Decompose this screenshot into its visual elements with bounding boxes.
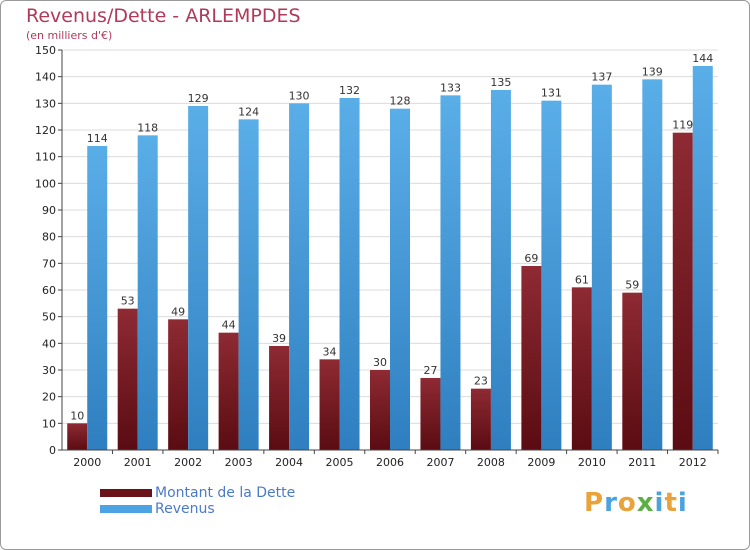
x-tick-label: 2001	[124, 456, 152, 469]
legend-swatch-revenus	[100, 505, 152, 513]
value-label-revenus: 132	[339, 84, 360, 97]
value-label-revenus: 114	[87, 132, 108, 145]
y-tick-label: 90	[42, 204, 56, 217]
bar-debt	[420, 378, 441, 450]
logo-letter: t	[664, 488, 678, 518]
logo-letter: x	[636, 488, 655, 518]
legend-label-revenus: Revenus	[155, 501, 215, 517]
legend-label-debt: Montant de la Dette	[155, 485, 296, 501]
logo-letter: i	[654, 488, 665, 518]
bar-revenus	[440, 95, 461, 450]
value-label-revenus: 129	[188, 92, 209, 105]
value-label-debt: 34	[323, 345, 337, 358]
value-label-debt: 39	[272, 332, 286, 345]
bar-revenus	[188, 106, 209, 450]
y-tick-label: 130	[35, 97, 56, 110]
bar-revenus	[591, 84, 612, 451]
x-tick-label: 2011	[628, 456, 656, 469]
bar-revenus	[390, 108, 410, 451]
bar-revenus	[87, 146, 108, 450]
value-label-debt: 23	[474, 375, 488, 388]
y-tick-label: 120	[35, 124, 56, 137]
value-label-debt: 53	[121, 295, 135, 308]
bar-debt	[470, 388, 491, 450]
bar-debt	[622, 292, 643, 450]
logo-letter: r	[604, 488, 618, 518]
value-label-revenus: 118	[137, 121, 158, 134]
value-label-revenus: 133	[440, 81, 461, 94]
x-tick-label: 2008	[477, 456, 505, 469]
bar-debt	[672, 132, 693, 450]
value-label-debt: 61	[575, 273, 589, 286]
bar-debt	[218, 332, 239, 450]
logo-letter: P	[584, 488, 605, 518]
bar-debt	[370, 370, 390, 450]
bar-revenus	[541, 100, 562, 451]
logo-letter: o	[617, 488, 637, 518]
y-tick-label: 70	[42, 257, 56, 270]
proxiti-logo: Proxiti	[584, 488, 688, 518]
x-tick-label: 2005	[326, 456, 354, 469]
value-label-revenus: 131	[541, 87, 562, 100]
legend-swatch-debt	[100, 489, 152, 497]
value-label-debt: 119	[672, 119, 693, 132]
value-label-revenus: 128	[390, 95, 411, 108]
x-tick-label: 2007	[426, 456, 454, 469]
bar-revenus	[137, 135, 158, 451]
value-label-debt: 44	[222, 319, 236, 332]
x-tick-label: 2010	[578, 456, 606, 469]
y-tick-label: 60	[42, 284, 56, 297]
value-label-debt: 49	[171, 305, 185, 318]
x-tick-label: 2006	[376, 456, 404, 469]
bar-revenus	[490, 90, 511, 450]
y-tick-label: 20	[42, 391, 56, 404]
value-label-debt: 59	[625, 279, 639, 292]
bar-debt	[168, 319, 189, 450]
bar-debt	[67, 423, 88, 450]
y-tick-label: 50	[42, 311, 56, 324]
x-tick-label: 2009	[527, 456, 555, 469]
y-tick-label: 80	[42, 231, 56, 244]
bar-revenus	[289, 103, 310, 450]
bar-debt	[571, 287, 592, 450]
y-tick-label: 100	[35, 177, 56, 190]
bar-debt	[269, 346, 290, 450]
bar-debt	[521, 266, 542, 450]
value-label-debt: 27	[423, 364, 437, 377]
chart-subtitle: (en milliers d'€)	[26, 29, 113, 42]
value-label-revenus: 139	[642, 65, 663, 78]
logo-letter: i	[677, 488, 688, 518]
value-label-revenus: 135	[490, 76, 511, 89]
value-label-debt: 30	[373, 356, 387, 369]
bar-revenus	[238, 119, 259, 450]
bar-debt	[117, 308, 138, 450]
y-axis: 0 10 20 30 40 50 60 70 80 90 100 110 120 130 140 150	[35, 44, 63, 457]
bar-revenus	[642, 79, 663, 450]
x-tick-label: 2004	[275, 456, 303, 469]
y-tick-label: 40	[42, 337, 56, 350]
chart-title: Revenus/Dette - ARLEMPDES	[26, 5, 301, 27]
value-label-revenus: 130	[289, 89, 310, 102]
y-tick-label: 110	[35, 151, 56, 164]
value-label-revenus: 144	[692, 52, 713, 65]
value-label-revenus: 137	[591, 71, 612, 84]
y-tick-label: 140	[35, 71, 56, 84]
x-tick-label: 2000	[73, 456, 101, 469]
bar-revenus	[692, 66, 713, 450]
value-label-debt: 10	[70, 409, 84, 422]
bar-revenus	[339, 98, 360, 450]
y-tick-label: 30	[42, 364, 56, 377]
y-tick-label: 150	[35, 44, 56, 57]
x-tick-label: 2003	[225, 456, 253, 469]
y-tick-label: 10	[42, 417, 56, 430]
x-tick-label: 2002	[174, 456, 202, 469]
bar-debt	[319, 359, 340, 450]
y-tick-label: 0	[49, 444, 56, 457]
x-tick-label: 2012	[679, 456, 707, 469]
value-label-debt: 69	[524, 252, 538, 265]
bars: 10 114 53 118 49 129 44 124 39 130 34 132 30 128 27 133…	[67, 52, 713, 451]
x-axis: 2000 2001 2002 2003 2004 2005 2006 2007 2008 2009…	[62, 449, 719, 469]
value-label-revenus: 124	[238, 105, 259, 118]
